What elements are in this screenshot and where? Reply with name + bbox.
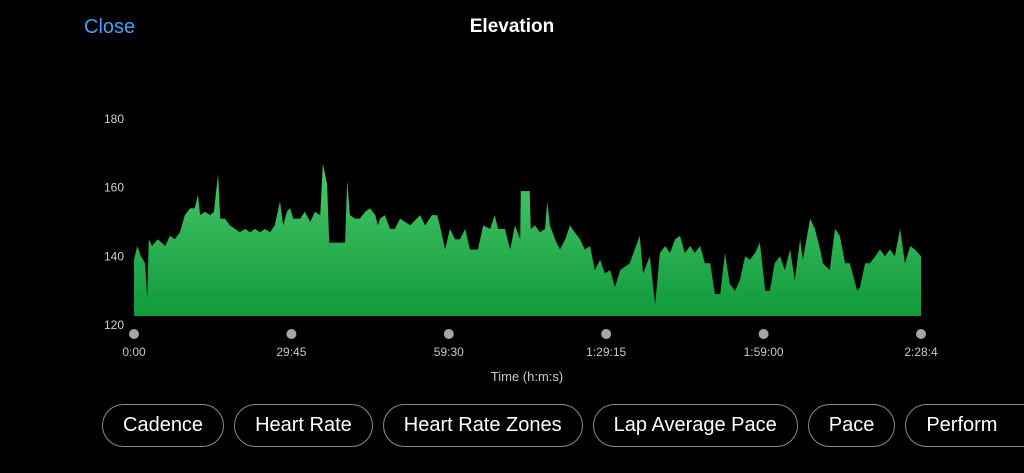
- close-button[interactable]: Close: [84, 16, 136, 38]
- elevation-area: [134, 163, 921, 316]
- y-tick-label: 140: [104, 249, 124, 263]
- x-tick-dot: [916, 329, 926, 339]
- tab-perform[interactable]: Perform: [905, 404, 1024, 447]
- y-tick-label: 120: [104, 318, 124, 332]
- x-tick-dot: [758, 329, 769, 339]
- y-tick-label: 160: [104, 181, 124, 195]
- x-tick-dot: [129, 329, 139, 339]
- tab-heart-rate-zones[interactable]: Heart Rate Zones: [382, 404, 583, 447]
- y-tick-label: 180: [104, 112, 124, 126]
- tab-heart-rate[interactable]: Heart Rate: [234, 404, 373, 447]
- x-tick-dot: [443, 329, 454, 339]
- tab-pace[interactable]: Pace: [807, 404, 896, 447]
- x-tick-label: 1:29:15: [586, 345, 626, 359]
- x-tick-label: 29:45: [276, 345, 306, 359]
- x-tick-label: 1:59:00: [744, 345, 784, 359]
- x-tick-label: 0:00: [122, 345, 146, 359]
- tab-lap-average-pace[interactable]: Lap Average Pace: [592, 404, 798, 447]
- x-axis-label: Time (h:m:s): [491, 369, 563, 384]
- page-title: Elevation: [469, 16, 555, 37]
- x-tick-label: 59:30: [434, 345, 464, 359]
- x-tick-dot: [286, 329, 297, 339]
- tab-cadence[interactable]: Cadence: [102, 404, 225, 447]
- metric-tabs: Cadence Heart Rate Heart Rate Zones Lap Ave…: [102, 404, 1024, 447]
- x-tick-dot: [601, 329, 612, 339]
- elevation-chart: 120 140 160 180 0:00 29:45 59:30 1:29:15 1:59:0…: [104, 112, 938, 384]
- x-tick-label: 2:28:4: [904, 345, 938, 359]
